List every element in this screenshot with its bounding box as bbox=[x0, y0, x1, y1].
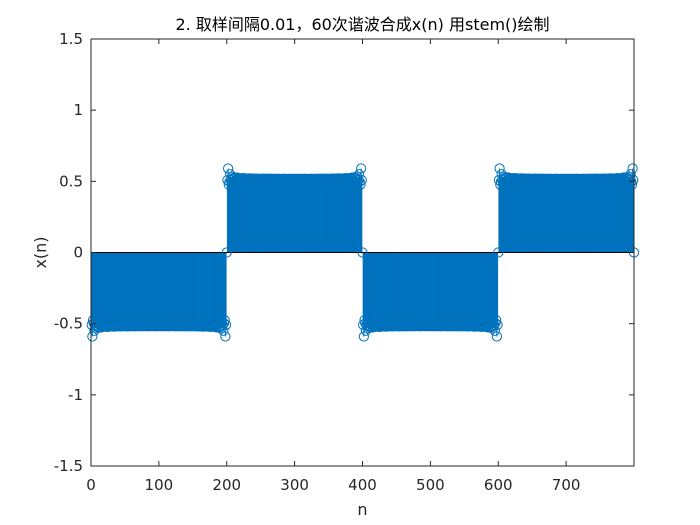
stem-marker bbox=[491, 315, 502, 326]
y-tick-label: 0 bbox=[73, 244, 83, 262]
stem-marker bbox=[492, 319, 503, 330]
stem-marker bbox=[628, 175, 639, 186]
x-axis: 0 100 200 300 400 500 600 700 bbox=[86, 39, 580, 494]
y-tick-label: 0.5 bbox=[59, 172, 83, 190]
y-axis-label: x(n) bbox=[31, 236, 50, 268]
stem-marker bbox=[358, 331, 369, 342]
stem-marker bbox=[491, 331, 502, 342]
x-tick-label: 200 bbox=[212, 476, 241, 494]
stem-lines bbox=[91, 168, 634, 337]
stem-marker bbox=[627, 163, 638, 174]
x-tick-label: 400 bbox=[348, 476, 377, 494]
y-tick-label: 1 bbox=[73, 101, 83, 119]
stem-marker bbox=[356, 175, 367, 186]
x-tick-label: 500 bbox=[416, 476, 445, 494]
stem-markers bbox=[86, 163, 640, 342]
x-tick-label: 700 bbox=[552, 476, 581, 494]
stem-marker bbox=[626, 179, 638, 190]
y-axis: -1.5 -1 -0.5 0 0.5 1 1.5 bbox=[54, 30, 634, 475]
x-tick-label: 300 bbox=[280, 476, 309, 494]
stem-marker bbox=[217, 319, 228, 331]
stem-marker bbox=[353, 174, 364, 186]
stem-marker bbox=[625, 169, 636, 180]
y-tick-label: -1 bbox=[68, 386, 83, 404]
stem-marker bbox=[223, 163, 234, 174]
x-axis-label: n bbox=[357, 500, 367, 519]
stem-marker bbox=[219, 315, 230, 326]
x-tick-label: 100 bbox=[145, 476, 174, 494]
stem-marker bbox=[493, 247, 504, 258]
x-tick-label: 600 bbox=[484, 476, 513, 494]
chart-title: 2. 取样间隔0.01，60次谐波合成x(n) 用stem()绘制 bbox=[175, 15, 549, 34]
stem-marker bbox=[220, 331, 231, 342]
y-tick-label: -0.5 bbox=[54, 315, 83, 333]
stem-marker bbox=[494, 163, 505, 174]
stem-marker bbox=[221, 247, 232, 258]
stem-marker bbox=[356, 163, 367, 174]
y-tick-label: 1.5 bbox=[59, 30, 83, 48]
stem-marker bbox=[357, 247, 368, 258]
stem-marker bbox=[624, 174, 636, 186]
x-tick-label: 0 bbox=[86, 476, 96, 494]
stem-marker bbox=[218, 325, 229, 336]
y-tick-label: -1.5 bbox=[54, 457, 83, 475]
stem-marker bbox=[354, 169, 365, 180]
stem-marker bbox=[489, 319, 500, 331]
stem-marker bbox=[87, 331, 98, 342]
stem-marker bbox=[489, 325, 500, 336]
stem-marker bbox=[220, 319, 232, 330]
stem-marker bbox=[355, 179, 366, 190]
